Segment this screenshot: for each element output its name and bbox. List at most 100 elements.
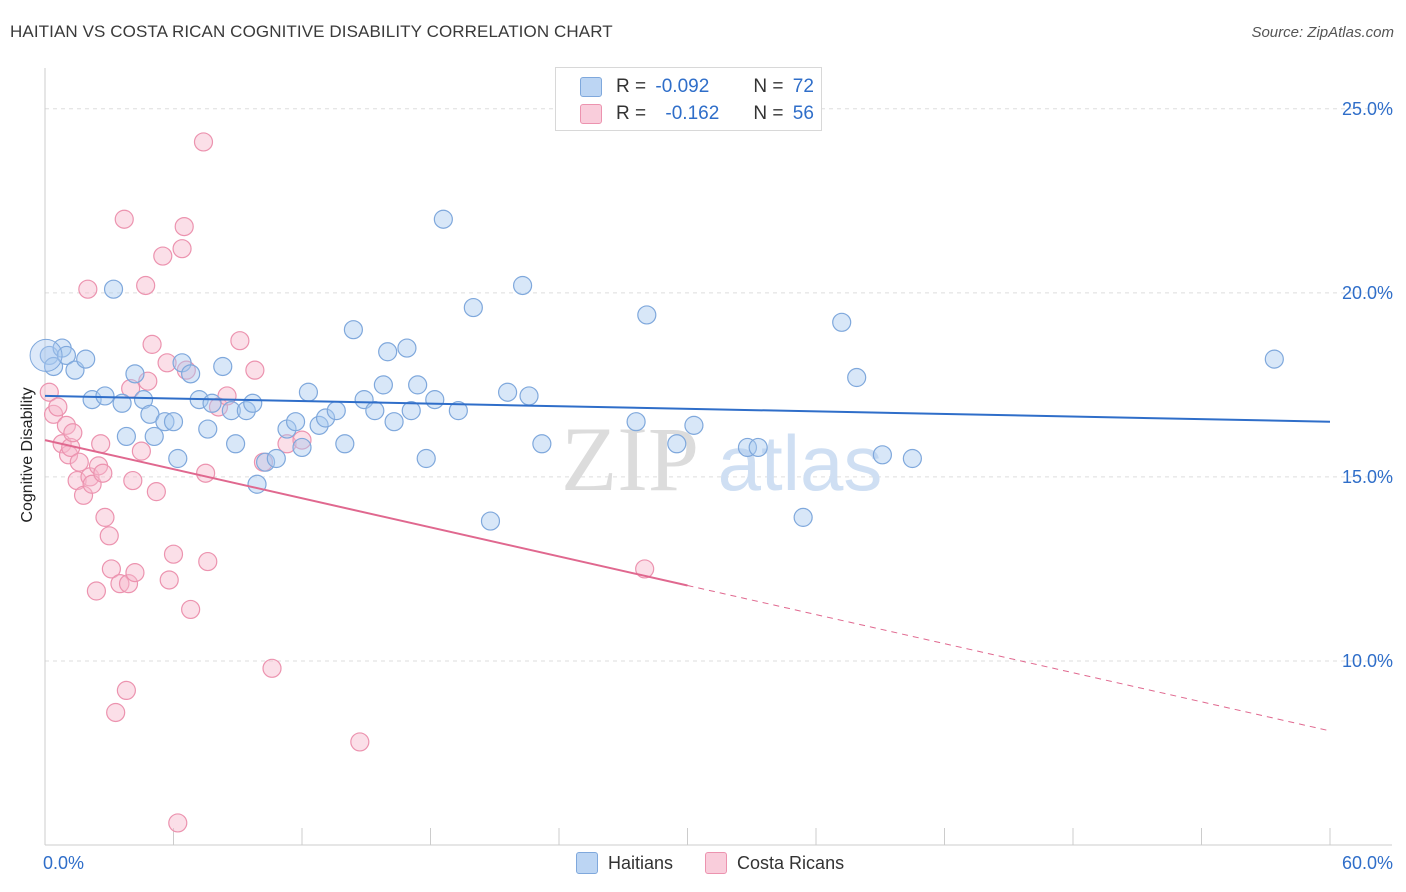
haitian-point-7 [95,386,115,406]
costa-rican-point-4 [56,415,77,435]
watermark-zip: ZIP [561,408,699,510]
costa-rican-point-19 [99,526,119,546]
haitian-swatch [580,77,602,97]
haitian-point-14 [144,426,164,447]
chart-title: HAITIAN VS COSTA RICAN COGNITIVE DISABIL… [10,22,613,41]
x-tick-label-min: 0.0% [43,853,84,873]
haitian-point-6 [82,390,102,410]
haitian-point-36 [315,408,336,428]
costa-rican-point-29 [131,441,151,461]
haitian-point-69 [1264,349,1284,369]
haitian-point-39 [343,320,363,340]
watermark: ZIP atlas [561,408,882,510]
costa-rican-point-55 [635,559,655,579]
legend-n-label: N = [753,76,784,97]
haitian-point-large [29,338,63,372]
costa-rican-point-43 [193,132,214,152]
haitian-point-61 [684,415,704,435]
haitian-point-37 [326,401,346,421]
haitian-point-29 [255,452,276,472]
x-tick-label-max: 60.0% [1342,853,1393,873]
costa-rican-point-32 [142,334,162,354]
haitian-point-54 [498,382,518,402]
costa-rican-point-35 [157,353,177,373]
haitian-point-57 [532,434,552,454]
costa-rican-point-28 [125,563,145,583]
watermark-atlas: atlas [718,419,883,507]
haitian-legend-swatch [576,852,598,874]
haitian-point-16 [163,412,184,432]
costa-rican-point-48 [230,331,250,351]
haitian-point-53 [480,511,501,531]
haitian-point-62 [737,437,758,458]
haitian-point-10 [116,426,136,447]
legend-item-haitians[interactable]: Haitians [576,852,673,874]
y-tick-label-0: 10.0% [1342,651,1393,671]
legend-row-costa-ricans: R = -0.162 N = 56 [580,102,814,126]
costa-rican-points [39,132,655,833]
tick-labels: 10.0% 15.0% 20.0% 25.0% 0.0% 60.0% [43,99,1393,873]
haitian-point-35 [309,415,329,435]
costa-rican-point-51 [262,658,282,678]
costa-rican-point-36 [159,570,179,590]
haitian-point-63 [748,437,768,458]
haitian-legend-label: Haitians [608,852,674,873]
costa-rican-point-49 [245,360,265,380]
haitian-r-value: -0.092 [655,76,710,97]
costa-rican-point-33 [146,482,166,502]
haitian-point-27 [243,393,263,413]
haitian-point-30 [266,448,286,469]
haitian-point-32 [285,412,306,432]
haitian-point-56 [519,386,539,406]
costa-rican-swatch [580,104,602,124]
legend-r-label: R = [616,103,647,124]
costa-rican-r-value: -0.162 [665,103,720,124]
haitian-point-22 [202,393,222,413]
haitian-trend-line [44,394,1331,423]
haitian-point-45 [397,338,417,358]
costa-rican-point-21 [106,702,126,723]
costa-rican-point-38 [168,813,188,833]
haitian-point-59 [637,305,657,325]
correlation-legend: R = -0.092 N = 72 R = -0.162 N = 56 [555,67,822,131]
haitian-n-value: 72 [792,76,814,97]
costa-rican-point-52 [277,434,297,454]
costa-rican-point-9 [69,452,89,472]
haitian-point-9 [112,393,132,413]
costa-rican-point-54 [350,732,370,752]
haitian-point-65 [832,312,852,332]
y-tick-label-3: 25.0% [1342,99,1393,119]
costa-rican-point-30 [136,275,156,296]
legend-n-label: N = [753,103,784,124]
haitian-point-43 [378,342,398,362]
haitian-point-19 [181,364,201,384]
costa-rican-point-44 [196,463,216,483]
haitian-point-67 [872,445,892,465]
costa-rican-point-16 [91,434,111,454]
legend-item-costa-ricans[interactable]: Costa Ricans [705,852,844,874]
costa-rican-point-20 [101,559,121,579]
costa-rican-point-24 [116,680,136,701]
costa-rican-n-value: 56 [792,103,814,124]
costa-rican-point-17 [93,463,113,483]
costa-rican-point-25 [118,574,139,594]
haitian-point-34 [298,382,319,402]
haitian-point-41 [365,401,385,421]
costa-rican-point-27 [123,470,143,491]
haitian-point-68 [902,448,922,469]
haitian-point-8 [103,279,124,299]
costa-rican-point-14 [86,581,107,601]
trend-lines [44,394,1331,732]
haitian-point-52 [463,297,483,318]
haitian-point-48 [416,448,436,469]
costa-rican-point-18 [95,507,115,527]
costa-rican-point-40 [174,217,194,237]
costa-rican-point-53 [292,430,312,450]
costa-rican-point-37 [163,544,184,564]
haitian-point-25 [226,434,246,454]
haitian-point-11 [125,364,145,384]
haitian-point-60 [667,434,687,454]
costa-rican-point-39 [172,239,192,259]
costa-rican-point-42 [181,599,201,620]
